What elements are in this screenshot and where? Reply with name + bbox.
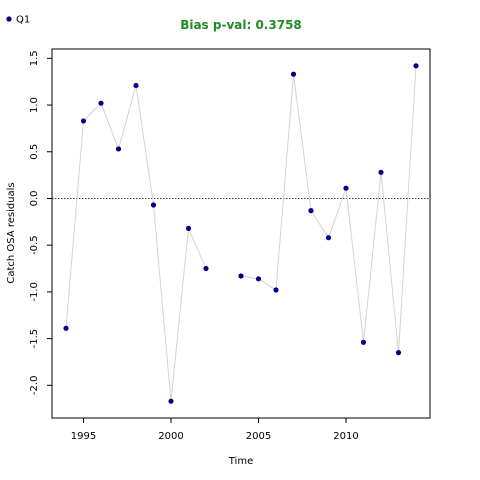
data-point: [238, 273, 244, 279]
chart-title: Bias p-val: 0.3758: [180, 18, 302, 32]
y-tick-label: 0.0: [29, 191, 40, 207]
y-tick-label: 1.5: [29, 50, 40, 66]
y-tick-label: -0.5: [29, 235, 40, 255]
data-point: [343, 185, 349, 191]
data-point: [325, 235, 332, 241]
data-point: [308, 208, 314, 214]
y-tick-label: -1.0: [29, 282, 40, 302]
y-tick-label: -2.0: [29, 376, 40, 396]
data-point: [273, 287, 279, 293]
x-tick-label: 1995: [71, 431, 96, 442]
data-point: [360, 339, 367, 345]
data-point: [185, 225, 192, 231]
x-tick-label: 2010: [333, 431, 358, 442]
data-point: [63, 325, 69, 331]
x-axis-title: Time: [228, 456, 253, 467]
data-point: [115, 146, 122, 152]
y-tick-label: 0.5: [29, 144, 40, 160]
series-points: [63, 63, 419, 404]
data-point: [413, 63, 419, 69]
y-axis: -2.0 -1.5 -1.0 -0.5 0.0 0.5 1.0 1.5: [29, 50, 52, 395]
x-tick-label: 2005: [246, 431, 271, 442]
legend: Q1: [6, 15, 30, 26]
y-axis-title: Catch OSA residuals: [6, 182, 17, 283]
data-point: [290, 71, 297, 77]
x-axis: 1995 2000 2005 2010: [71, 418, 359, 442]
data-point: [378, 169, 384, 175]
legend-marker-q1: [6, 16, 12, 22]
data-point: [255, 276, 262, 282]
legend-label-q1: Q1: [16, 15, 30, 26]
y-tick-label: -1.5: [29, 329, 40, 349]
data-point: [98, 100, 104, 106]
y-tick-label: 1.0: [29, 97, 40, 113]
x-tick-label: 2000: [158, 431, 183, 442]
data-point: [168, 398, 174, 404]
data-point: [80, 118, 87, 124]
data-point: [395, 350, 402, 356]
plot-frame: [51, 48, 431, 419]
data-point: [150, 202, 157, 208]
data-point: [203, 265, 209, 272]
data-point: [133, 82, 139, 89]
